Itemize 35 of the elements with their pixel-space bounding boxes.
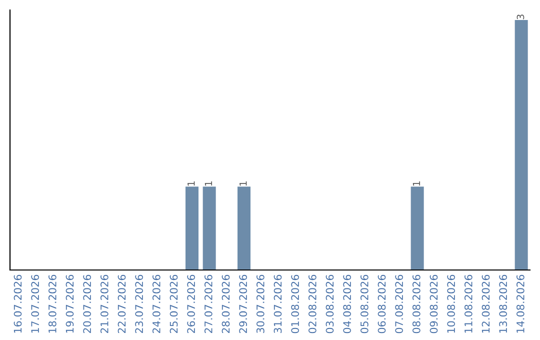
x-tick-label: 21.07.2026 — [100, 274, 108, 334]
data-label: 1 — [240, 181, 247, 186]
x-tick-label: 30.07.2026 — [256, 274, 264, 334]
x-tick-label: 23.07.2026 — [135, 274, 144, 334]
x-tick-label: 08.08.2026 — [412, 274, 420, 334]
x-tick-label: 18.07.2026 — [48, 274, 56, 333]
x-tick-label: 17.07.2026 — [31, 274, 40, 333]
data-label: 1 — [204, 181, 212, 186]
x-tick-label: 31.07.2026 — [274, 274, 282, 334]
x-tick-label: 22.07.2026 — [118, 274, 126, 334]
x-tick-label: 25.07.2026 — [170, 274, 178, 334]
x-tick-label: 27.07.2026 — [204, 274, 212, 334]
data-label: 3 — [516, 14, 524, 20]
x-tick-label: 29.07.2026 — [239, 274, 248, 334]
data-label: 1 — [412, 181, 420, 186]
x-tick-label: 09.08.2026 — [430, 274, 438, 334]
x-tick-label: 01.08.2026 — [291, 274, 300, 334]
x-tick-label: 26.07.2026 — [187, 274, 196, 334]
data-label: 1 — [188, 181, 195, 186]
x-tick-label: 16.07.2026 — [14, 274, 22, 333]
x-tick-label: 19.07.2026 — [66, 274, 74, 333]
x-tick-label: 10.08.2026 — [447, 274, 456, 333]
x-tick-label: 05.08.2026 — [360, 274, 368, 334]
x-tick-label: 28.07.2026 — [222, 274, 230, 334]
x-tick-label: 24.07.2026 — [152, 274, 160, 334]
x-tick-label: 20.07.2026 — [83, 274, 92, 334]
x-tick-label: 14.08.2026 — [516, 274, 524, 333]
x-tick-label: 11.08.2026 — [464, 274, 472, 333]
x-tick-label: 12.08.2026 — [482, 274, 490, 333]
x-tick-label: 13.08.2026 — [499, 274, 508, 333]
x-tick-label: 03.08.2026 — [326, 274, 334, 334]
x-tick-label: 06.08.2026 — [378, 274, 386, 334]
x-tick-label: 07.08.2026 — [395, 274, 404, 334]
x-tick-label: 04.08.2026 — [343, 274, 352, 334]
x-tick-label: 02.08.2026 — [308, 274, 316, 334]
